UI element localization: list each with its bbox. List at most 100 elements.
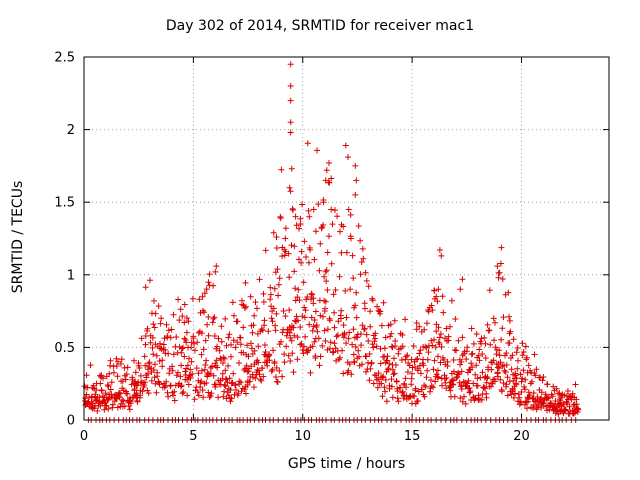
data-point <box>365 338 372 344</box>
data-point <box>191 396 198 403</box>
data-point <box>136 365 143 371</box>
data-point <box>357 271 364 278</box>
data-point <box>331 309 338 316</box>
data-point <box>490 315 497 322</box>
data-point <box>194 339 201 346</box>
data-point <box>339 347 345 354</box>
data-point <box>201 290 208 297</box>
data-point <box>87 362 94 369</box>
data-point <box>290 324 297 331</box>
data-point <box>141 353 148 360</box>
data-point <box>413 320 420 326</box>
data-point <box>476 357 483 364</box>
data-point <box>436 334 443 341</box>
data-point <box>388 330 395 337</box>
data-point <box>176 317 183 324</box>
data-point <box>413 326 420 333</box>
data-point <box>343 249 350 256</box>
x-tick-label: 15 <box>404 429 421 444</box>
data-point <box>179 345 185 352</box>
data-point <box>185 381 192 388</box>
data-point <box>142 341 149 348</box>
data-point <box>496 352 503 359</box>
data-point <box>273 245 280 251</box>
data-point <box>171 388 178 395</box>
data-point <box>262 247 269 254</box>
data-point <box>218 323 225 330</box>
data-point <box>411 393 418 400</box>
data-point <box>486 327 493 334</box>
data-point <box>310 206 317 213</box>
data-point <box>504 374 511 381</box>
data-point <box>422 383 429 390</box>
data-point <box>459 276 466 283</box>
data-point <box>359 322 366 329</box>
data-point <box>225 392 232 399</box>
data-point <box>165 350 172 357</box>
data-point <box>388 383 395 390</box>
data-point <box>574 405 581 412</box>
data-point <box>453 347 460 354</box>
data-point <box>146 359 153 366</box>
data-point <box>484 374 491 381</box>
data-point <box>378 322 385 329</box>
data-point <box>179 313 186 320</box>
data-point <box>291 243 298 250</box>
data-point <box>297 215 304 222</box>
data-point <box>222 367 229 374</box>
data-point <box>340 322 347 329</box>
data-point <box>473 362 480 369</box>
data-point <box>391 370 398 377</box>
data-point <box>333 333 340 340</box>
data-point <box>452 316 459 322</box>
data-point <box>331 340 338 347</box>
data-point <box>310 300 317 307</box>
data-point <box>482 340 489 347</box>
data-point <box>453 375 460 381</box>
data-point <box>362 269 369 276</box>
data-point <box>287 83 294 89</box>
data-point <box>497 359 504 366</box>
data-point <box>195 392 202 399</box>
data-point <box>367 308 374 315</box>
data-point <box>505 289 512 296</box>
data-point <box>234 318 241 325</box>
data-point <box>433 328 440 335</box>
data-point <box>296 256 302 263</box>
data-point <box>490 357 497 364</box>
data-point <box>517 371 524 378</box>
data-point <box>169 367 176 374</box>
data-point <box>329 349 336 356</box>
data-point <box>491 337 497 344</box>
data-point <box>371 338 378 345</box>
data-point <box>260 373 267 380</box>
data-point <box>429 307 436 314</box>
data-point <box>245 353 252 360</box>
data-point <box>286 307 293 313</box>
data-point <box>209 319 216 326</box>
data-point <box>144 325 151 332</box>
data-point <box>475 352 482 359</box>
data-point <box>402 356 409 363</box>
data-point <box>166 370 173 377</box>
data-point <box>203 357 210 364</box>
data-point <box>424 367 431 374</box>
data-point <box>522 386 528 393</box>
data-point <box>431 287 438 294</box>
data-point <box>544 395 551 402</box>
data-point <box>298 248 305 255</box>
data-point <box>530 405 536 412</box>
x-tick-label: 5 <box>189 429 197 444</box>
data-point <box>183 315 190 321</box>
data-point <box>363 331 370 338</box>
data-point <box>347 286 354 293</box>
data-point <box>230 370 237 377</box>
data-point <box>144 387 151 394</box>
data-point <box>120 398 127 405</box>
data-point <box>431 357 438 364</box>
data-point <box>313 322 320 329</box>
data-point <box>241 305 248 311</box>
data-point <box>223 376 230 383</box>
data-point <box>392 362 399 368</box>
data-point <box>503 381 510 388</box>
